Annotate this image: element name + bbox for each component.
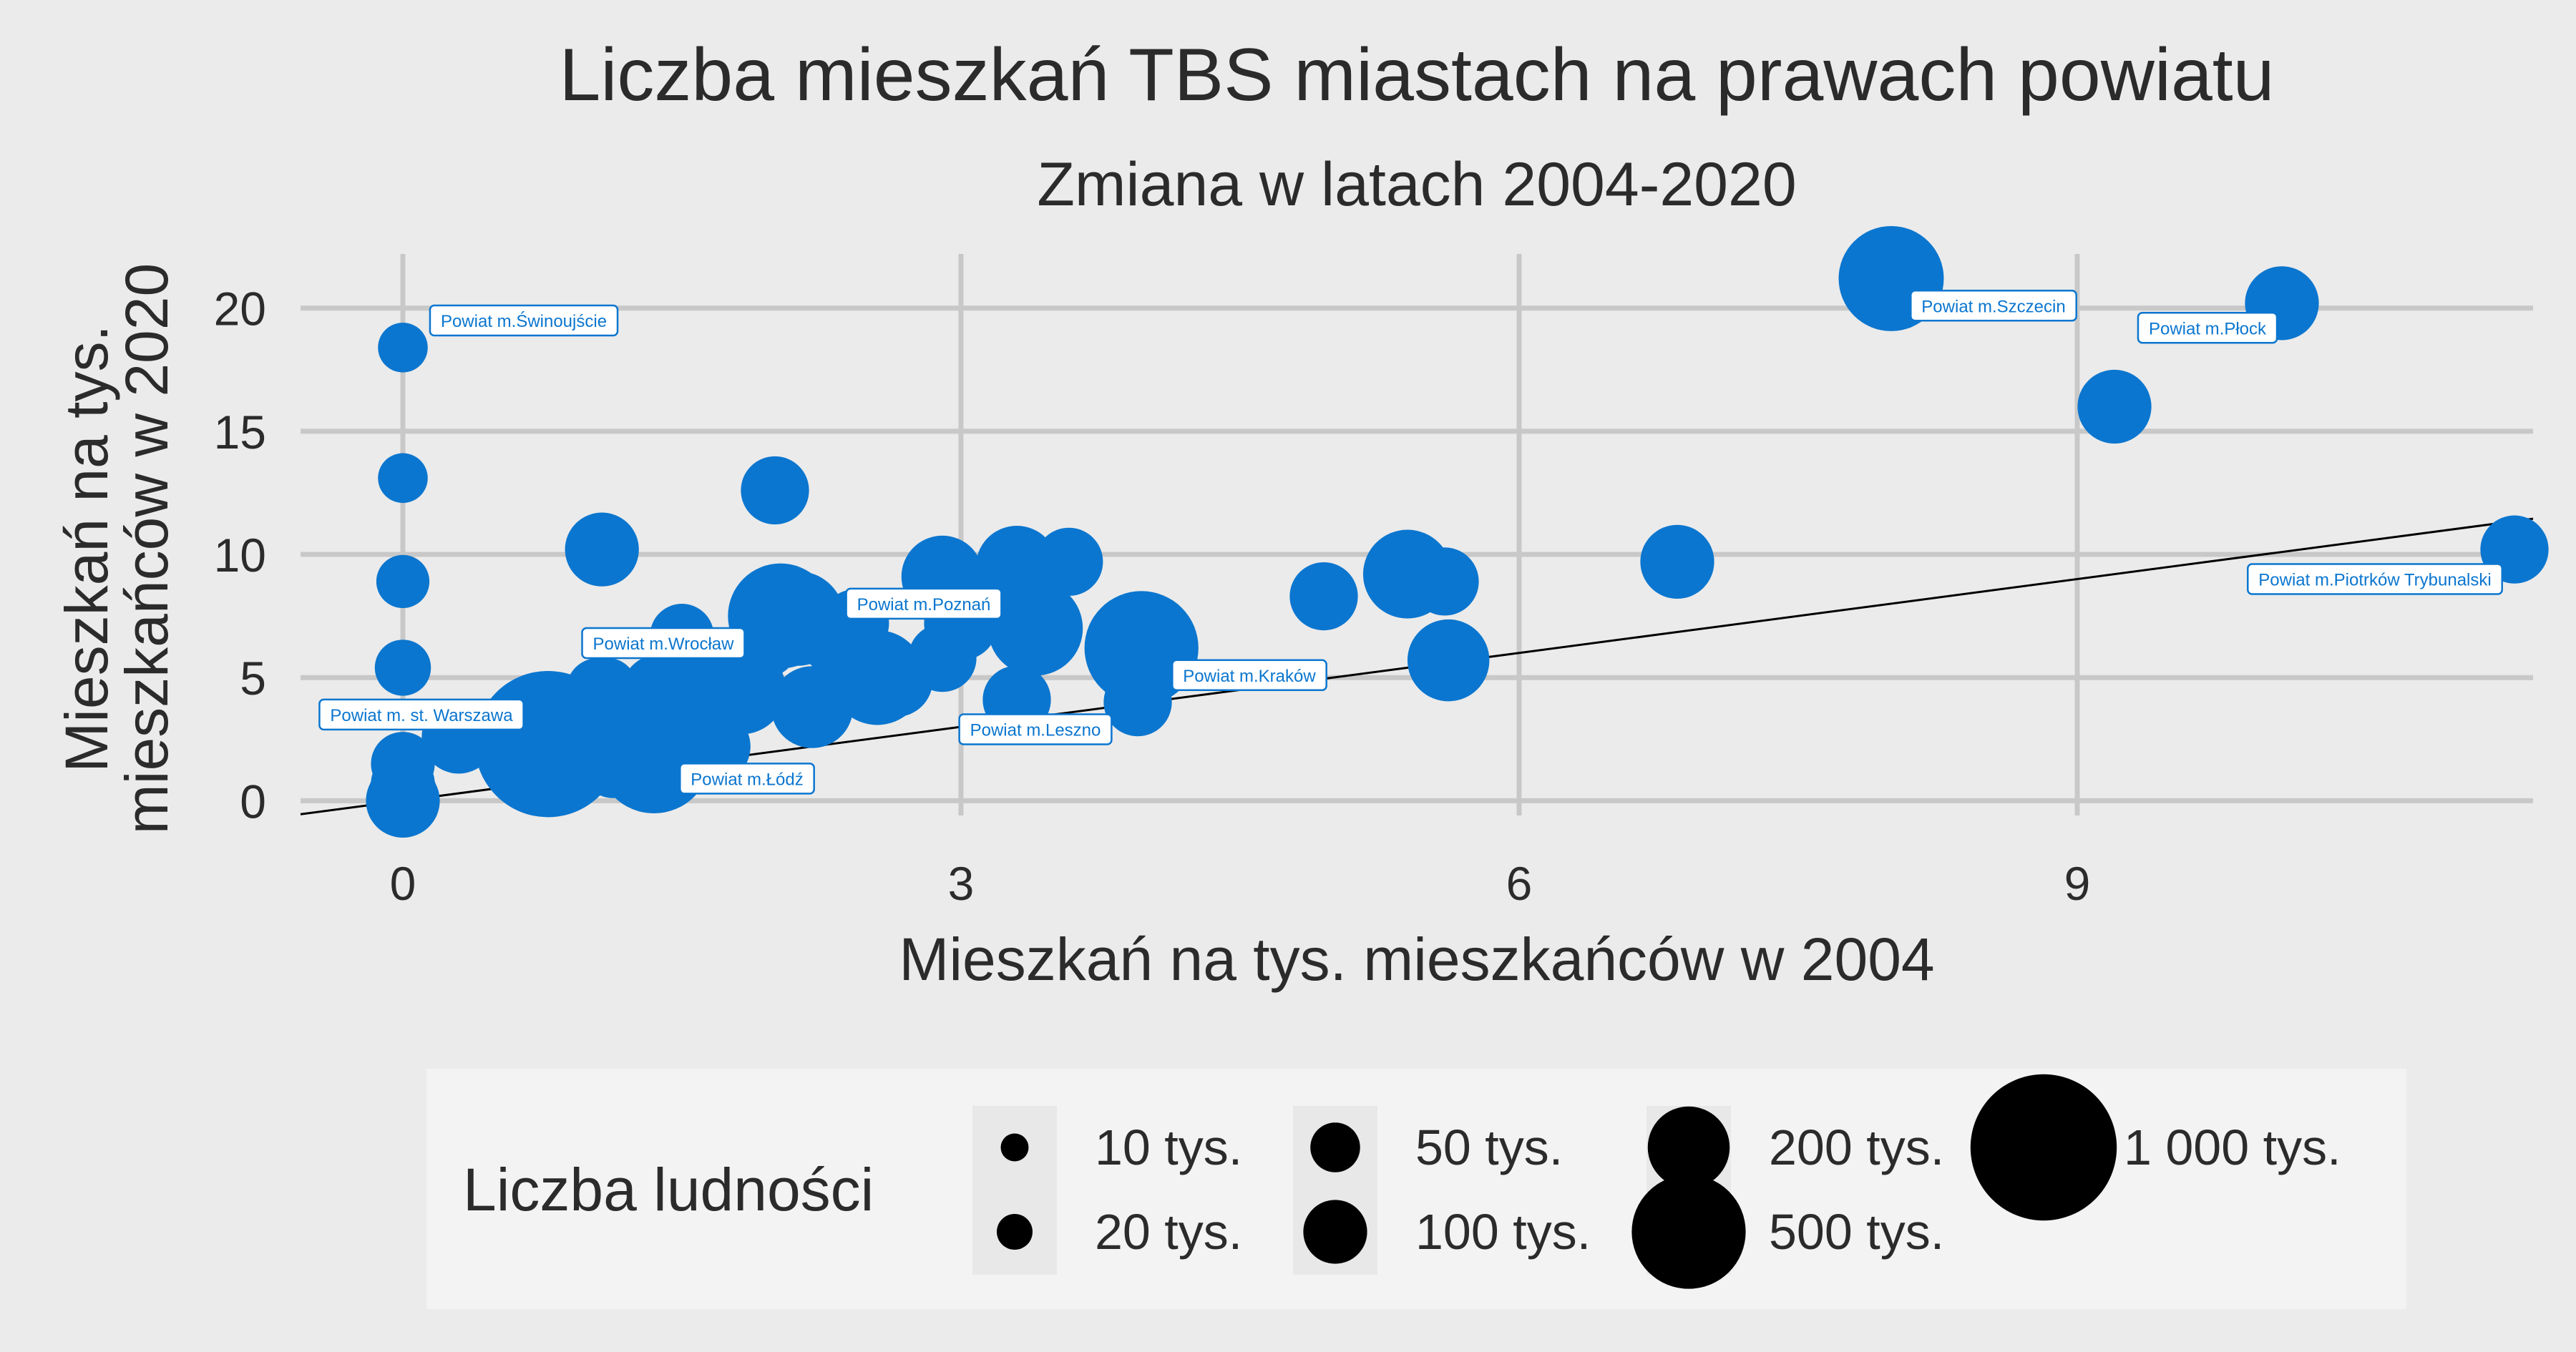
y-axis-title-line-1: Mieszkań na tys.: [53, 325, 120, 773]
city-label: Powiat m.Płock: [2137, 312, 2278, 344]
legend-size-dot: [1970, 1074, 2117, 1221]
legend-item-label: 200 tys.: [1769, 1120, 1944, 1175]
city-label-text: Powiat m.Wrocław: [593, 635, 735, 654]
city-label-text: Powiat m.Piotrków Trybunalski: [2258, 570, 2491, 589]
legend-size-dot: [1303, 1200, 1367, 1264]
x-axis-title: Mieszkań na tys. mieszkańców w 2004: [899, 926, 1934, 993]
y-tick-label: 15: [214, 406, 266, 459]
y-tick-label: 20: [214, 283, 266, 335]
y-tick-label: 5: [240, 652, 266, 705]
legend-size-dot: [1000, 1133, 1029, 1162]
y-axis-ticks: 0 5 10 15 20: [214, 283, 266, 828]
city-labels: Powiat m.Świnoujście Powiat m. st. Warsza…: [318, 290, 2503, 795]
city-label-box: [318, 698, 525, 731]
city-label-text: Powiat m.Płock: [2149, 319, 2267, 338]
city-label-text: Powiat m. st. Warszawa: [330, 706, 513, 725]
data-point: [1289, 562, 1358, 631]
city-label-text: Powiat m.Kraków: [1183, 667, 1316, 686]
legend-title: Liczba ludności: [463, 1156, 874, 1223]
data-point: [1407, 619, 1490, 702]
city-label: Powiat m.Leszno: [958, 713, 1113, 745]
city-label: Powiat m.Łódź: [679, 763, 815, 795]
city-label: Powiat m. st. Warszawa: [318, 698, 525, 731]
data-point: [987, 581, 1083, 676]
legend-size-dot: [1310, 1122, 1360, 1172]
city-label-text: Powiat m.Leszno: [970, 720, 1101, 740]
legend-size-dot: [1647, 1106, 1730, 1189]
data-point: [378, 453, 428, 504]
city-label-text: Powiat m.Świnoujście: [441, 311, 607, 331]
data-point: [1410, 547, 1479, 616]
data-point: [374, 640, 431, 696]
data-point: [2077, 369, 2152, 444]
city-label-box: [2247, 563, 2503, 595]
legend-item-label: 500 tys.: [1769, 1204, 1944, 1260]
city-label: Powiat m.Świnoujście: [429, 304, 619, 337]
x-tick-label: 9: [2064, 857, 2091, 910]
chart-subtitle: Zmiana w latach 2004-2020: [1037, 150, 1796, 219]
data-point: [565, 512, 639, 587]
x-axis-ticks: 0 3 6 9: [390, 857, 2091, 910]
data-point: [1640, 524, 1714, 599]
legend-size-dot: [1631, 1175, 1746, 1289]
city-label: Powiat m.Szczecin: [1910, 290, 2077, 322]
y-tick-label: 10: [214, 529, 266, 582]
data-point: [366, 763, 440, 838]
legend-item-label: 50 tys.: [1415, 1120, 1563, 1175]
y-axis-title: Mieszkań na tys. mieszkańców w 2020: [53, 263, 180, 834]
city-label: Powiat m.Wrocław: [581, 627, 746, 660]
legend-item-label: 100 tys.: [1415, 1204, 1591, 1260]
data-point: [376, 554, 430, 609]
legend-item-label: 20 tys.: [1095, 1204, 1242, 1260]
y-tick-label: 0: [240, 775, 266, 828]
city-label-box: [1910, 290, 2077, 322]
legend-item-label: 1 000 tys.: [2124, 1120, 2341, 1175]
size-legend: Liczba ludności 10 tys. 20 tys. 50 tys. 100…: [426, 1069, 2406, 1309]
city-label-box: [958, 713, 1113, 745]
legend-item-label: 10 tys.: [1095, 1120, 1242, 1175]
city-label-text: Powiat m.Szczecin: [1921, 297, 2065, 316]
city-label-text: Powiat m.Łódź: [691, 770, 803, 789]
data-point: [378, 323, 428, 373]
x-tick-label: 0: [390, 857, 416, 910]
x-tick-label: 3: [948, 857, 975, 910]
city-label: Powiat m.Piotrków Trybunalski: [2247, 563, 2503, 595]
city-label: Powiat m.Poznań: [845, 587, 1002, 620]
data-point: [1084, 591, 1199, 705]
city-label-box: [679, 763, 815, 795]
data-point: [741, 456, 809, 525]
data-point: [1035, 527, 1103, 597]
x-tick-label: 6: [1506, 857, 1533, 910]
city-label-box: [581, 627, 746, 660]
y-axis-title-line-2: mieszkańców w 2020: [113, 263, 180, 834]
city-label-box: [845, 587, 1002, 620]
city-label-text: Powiat m.Poznań: [857, 595, 991, 614]
city-label-box: [1171, 659, 1327, 691]
city-label-box: [2137, 312, 2278, 344]
legend-size-dot: [997, 1214, 1033, 1250]
chart-title: Liczba mieszkań TBS miastach na prawach …: [559, 34, 2274, 117]
city-label-box: [429, 304, 619, 337]
city-label: Powiat m.Kraków: [1171, 659, 1327, 691]
